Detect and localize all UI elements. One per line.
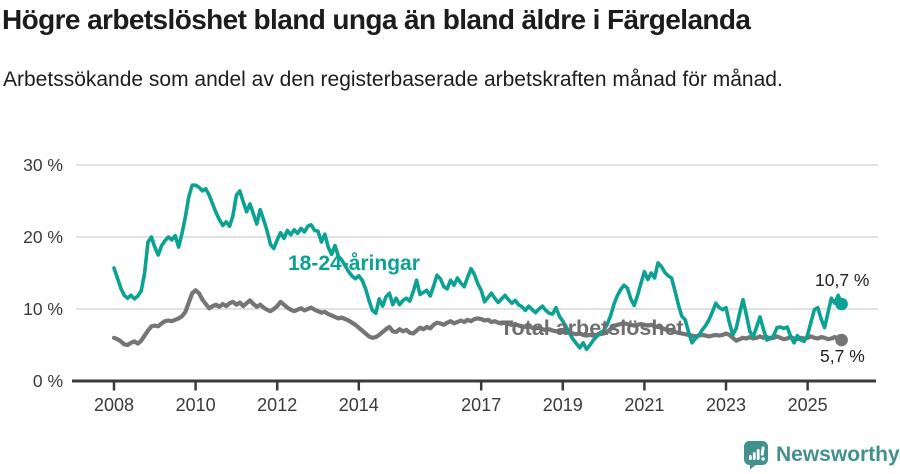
newsworthy-bubble-icon (744, 441, 768, 470)
newsworthy-logo[interactable]: Newsworthy (743, 440, 900, 470)
y-axis-tick-label: 10 % (23, 299, 63, 319)
x-axis-tick-label: 2014 (339, 395, 379, 415)
newsworthy-brand-text: Newsworthy (776, 443, 900, 466)
x-axis-tick-label: 2010 (176, 395, 216, 415)
end-value-label-youth: 10,7 % (815, 270, 870, 290)
series-end-dot-total (835, 333, 848, 347)
series-line-youth (112, 183, 844, 352)
series-end-dot-youth (835, 297, 848, 311)
x-axis-tick-label: 2023 (706, 395, 746, 415)
end-value-label-total: 5,7 % (820, 346, 865, 366)
x-axis-tick-label: 2008 (94, 395, 134, 415)
x-axis-tick-label: 2021 (624, 395, 664, 415)
x-axis-tick-label: 2019 (543, 395, 583, 415)
series-label-youth: 18-24-åringar (288, 252, 420, 275)
chart-title: Högre arbetslöshet bland unga än bland ä… (2, 4, 751, 35)
series-line-total (111, 288, 844, 348)
series-label-total: Total arbetslöshet (500, 316, 684, 340)
y-axis-tick-label: 20 % (23, 227, 63, 247)
x-axis-tick-label: 2017 (461, 395, 501, 415)
chart-subtitle: Arbetssökande som andel av den registerb… (3, 68, 783, 91)
x-axis-tick-label: 2025 (788, 395, 828, 415)
y-axis-tick-label: 0 % (33, 371, 63, 391)
x-axis-tick-label: 2012 (257, 395, 297, 415)
y-axis-tick-label: 30 % (23, 155, 63, 175)
